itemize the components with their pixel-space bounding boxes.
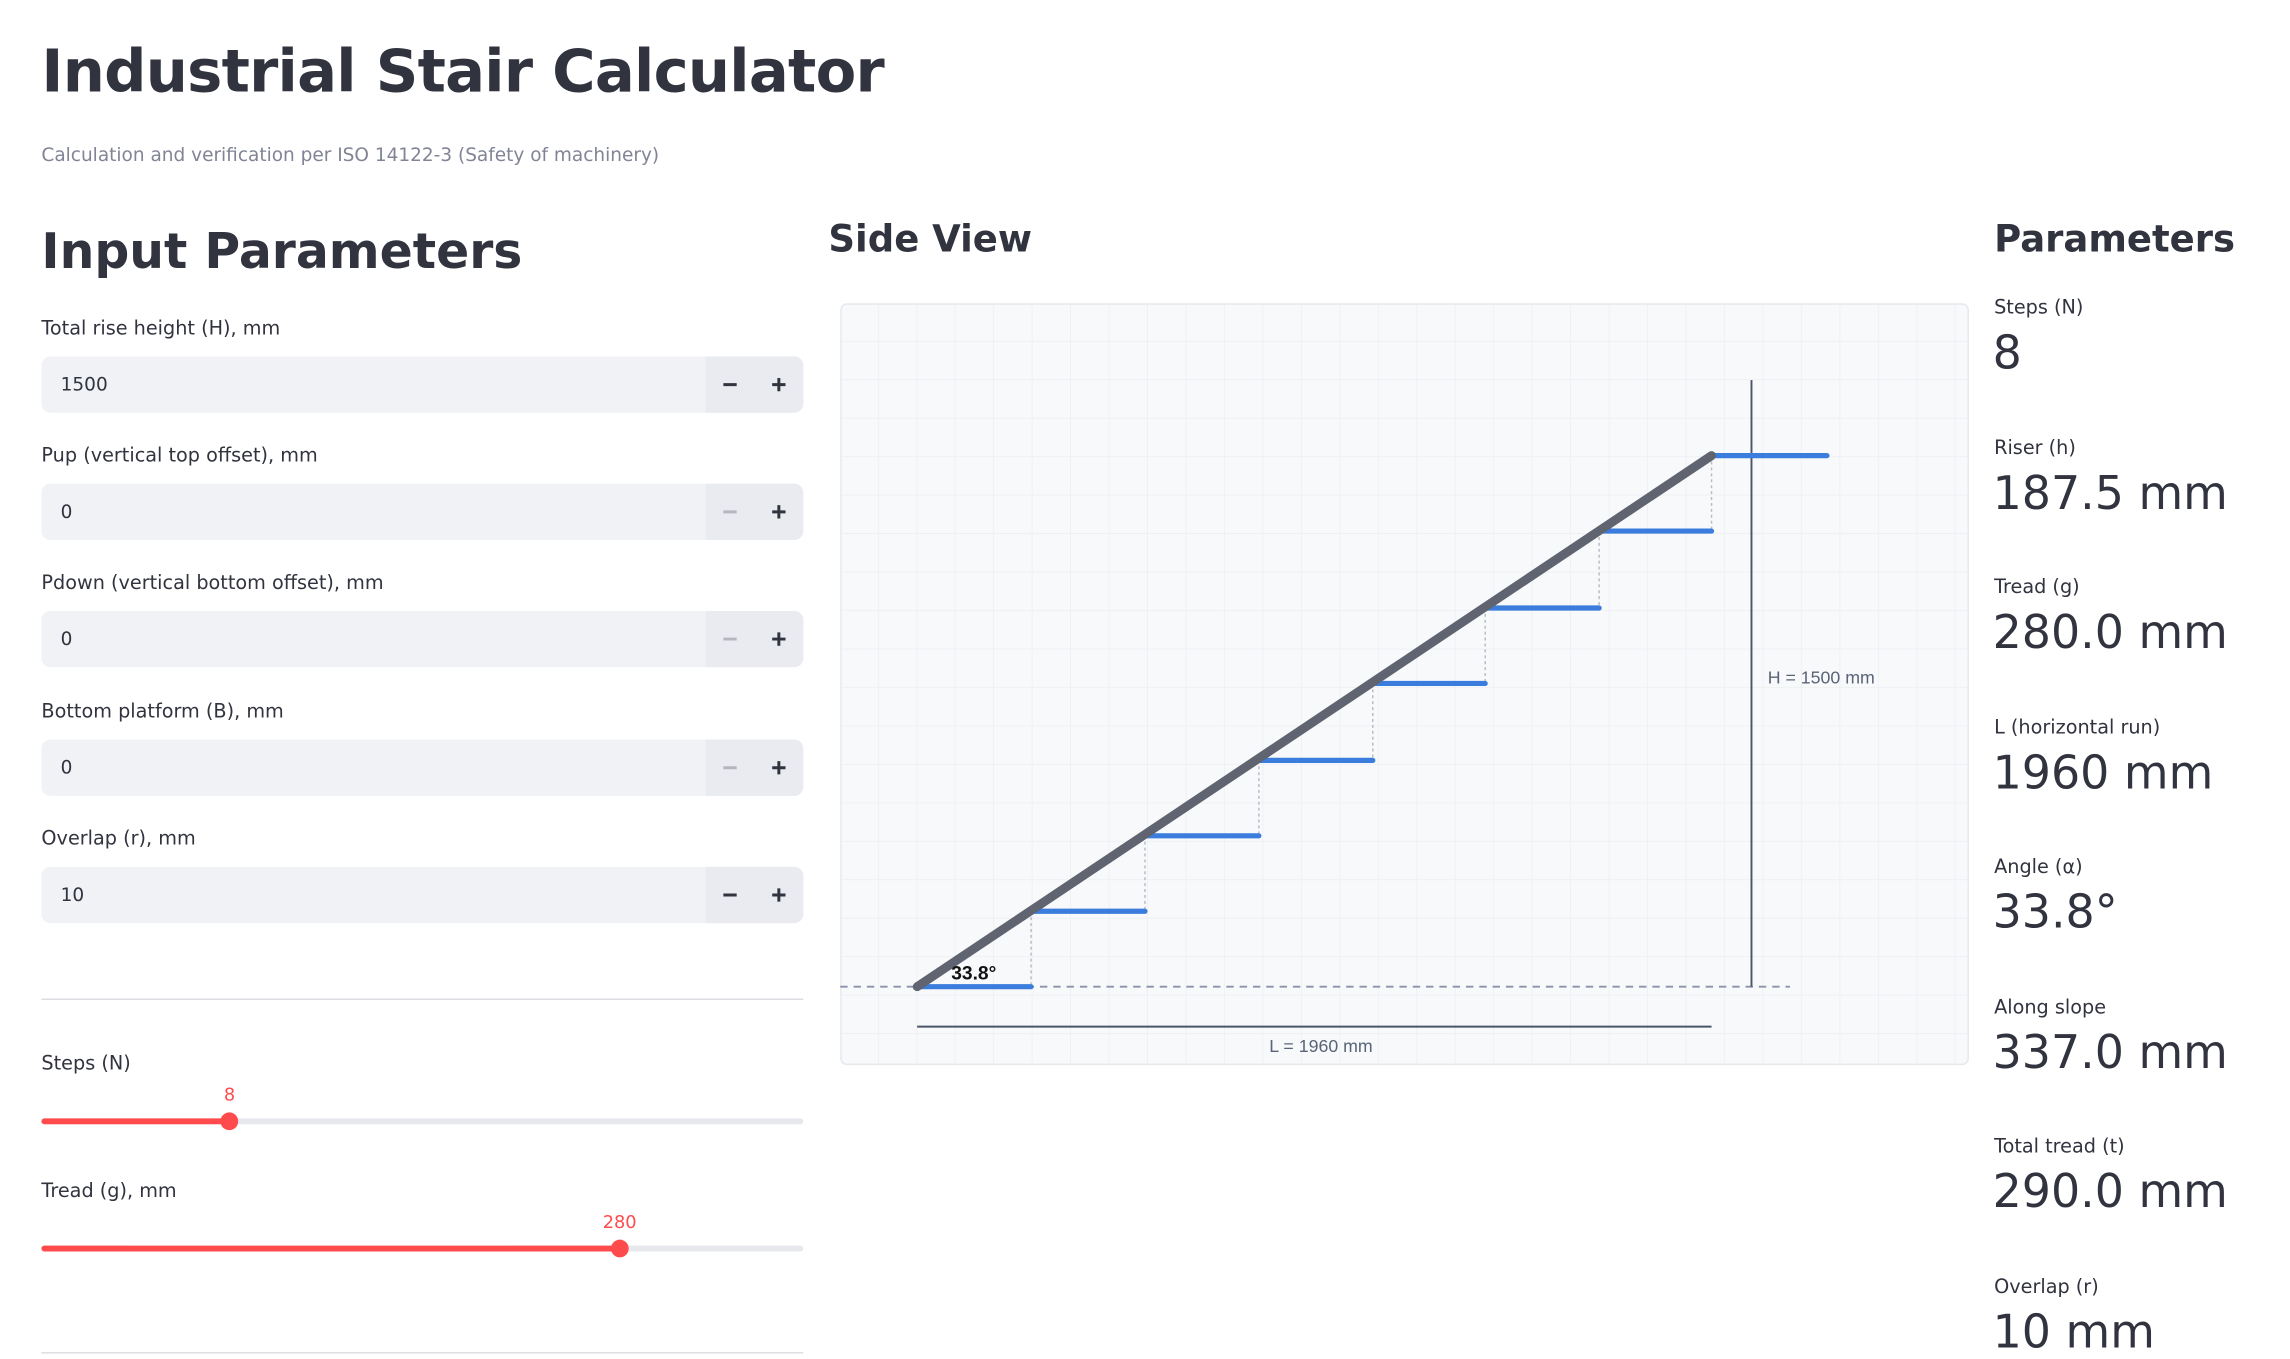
- section-title: Input Parameters: [41, 221, 523, 280]
- stepper: [705, 611, 804, 668]
- increment-button[interactable]: [754, 739, 803, 795]
- metric-value: 187.5 mm: [1992, 466, 2228, 520]
- input-value: 1500: [60, 372, 108, 395]
- input-value: 0: [60, 755, 73, 778]
- height-label: H = 1500 mm: [1768, 667, 1875, 687]
- slider-fill: [41, 1245, 620, 1252]
- increment-button[interactable]: [754, 357, 803, 413]
- length-label: L = 1960 mm: [1269, 1036, 1372, 1056]
- metric-value: 280.0 mm: [1992, 606, 2228, 660]
- metric-label: Angle (α): [1994, 856, 2083, 879]
- slider-label: Tread (g), mm: [41, 1180, 177, 1203]
- metric-label: Along slope: [1994, 996, 2107, 1019]
- page-title: Industrial Stair Calculator: [41, 38, 884, 107]
- increment-button[interactable]: [754, 484, 803, 540]
- treads: [914, 453, 1830, 990]
- number-input[interactable]: 0: [41, 611, 804, 668]
- metric-label: Riser (h): [1994, 437, 2076, 460]
- metric-value: 1960 mm: [1992, 746, 2214, 800]
- section-title: Side View: [828, 217, 1033, 261]
- decrement-button[interactable]: [706, 357, 755, 413]
- input-value: 0: [60, 627, 73, 650]
- stepper: [705, 739, 804, 796]
- decrement-button[interactable]: [706, 739, 755, 795]
- divider: [41, 998, 804, 1001]
- stepper: [705, 866, 804, 923]
- metric-value: 33.8°: [1992, 886, 2118, 940]
- metric-value: 10 mm: [1992, 1305, 2155, 1359]
- slider-value: 8: [223, 1084, 236, 1106]
- slider-thumb[interactable]: [610, 1239, 629, 1258]
- number-input[interactable]: 0: [41, 739, 804, 796]
- field-label: Overlap (r), mm: [41, 828, 196, 851]
- slider-track: [41, 1118, 804, 1125]
- section-title: Parameters: [1994, 217, 2235, 261]
- number-input[interactable]: 10: [41, 866, 804, 923]
- field-label: Bottom platform (B), mm: [41, 700, 284, 723]
- angle-label: 33.8°: [951, 963, 996, 984]
- metric-label: Tread (g): [1994, 576, 2080, 600]
- stepper: [705, 356, 804, 413]
- slider-value: 280: [602, 1211, 637, 1233]
- metric-label: Total tread (t): [1994, 1136, 2125, 1159]
- decrement-button[interactable]: [706, 612, 755, 668]
- slider-fill: [41, 1118, 230, 1125]
- metric-value: 290.0 mm: [1992, 1165, 2228, 1219]
- stringer: [912, 451, 1716, 992]
- input-value: 0: [60, 500, 73, 523]
- decrement-button[interactable]: [706, 867, 755, 923]
- slider-thumb[interactable]: [220, 1112, 239, 1131]
- metric-value: 337.0 mm: [1992, 1025, 2228, 1080]
- metric-label: Overlap (r): [1994, 1275, 2099, 1299]
- number-input[interactable]: 1500: [41, 356, 804, 413]
- increment-button[interactable]: [754, 867, 803, 923]
- metric-label: Steps (N): [1994, 297, 2084, 320]
- field-label: Pdown (vertical bottom offset), mm: [41, 573, 384, 596]
- metric-label: L (horizontal run): [1994, 716, 2161, 739]
- slider-label: Steps (N): [41, 1053, 131, 1076]
- stepper: [705, 484, 804, 541]
- subtitle: Calculation and verification per ISO 141…: [41, 143, 660, 166]
- increment-button[interactable]: [754, 612, 803, 668]
- number-input[interactable]: 0: [41, 484, 804, 541]
- decrement-button[interactable]: [706, 484, 755, 540]
- field-label: Pup (vertical top offset), mm: [41, 445, 318, 468]
- field-label: Total rise height (H), mm: [41, 318, 281, 341]
- metric-value: 8: [1992, 326, 2022, 381]
- input-value: 10: [60, 882, 85, 906]
